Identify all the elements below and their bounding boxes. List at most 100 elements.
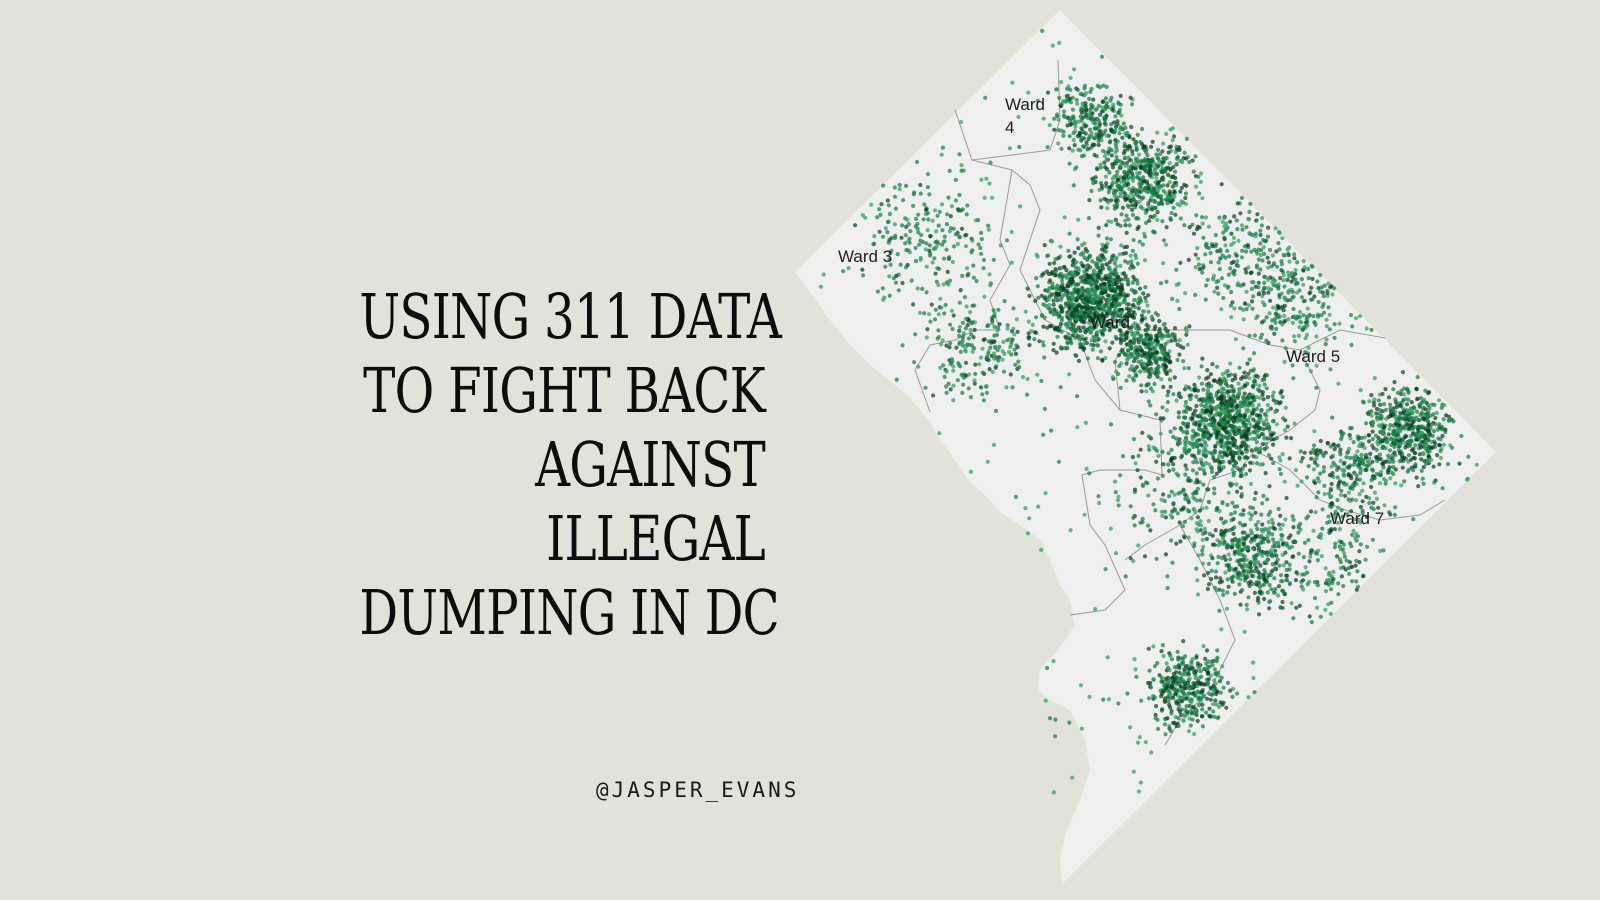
- report-point: [879, 202, 884, 207]
- report-point: [1190, 417, 1195, 422]
- report-point: [1169, 657, 1174, 662]
- report-point: [1229, 384, 1234, 389]
- report-point: [1318, 471, 1323, 476]
- report-point: [1184, 332, 1189, 337]
- report-point: [1034, 276, 1039, 281]
- report-point: [1129, 345, 1134, 350]
- report-point: [1409, 448, 1415, 453]
- report-point: [1219, 420, 1224, 425]
- report-point: [1157, 159, 1162, 164]
- report-point: [1215, 648, 1220, 653]
- report-point: [933, 246, 938, 251]
- report-point: [987, 367, 992, 372]
- report-point: [1184, 183, 1189, 188]
- report-point: [1126, 176, 1131, 181]
- report-point: [1408, 434, 1413, 439]
- report-point: [990, 321, 995, 326]
- report-point: [1161, 653, 1166, 659]
- report-point: [1092, 305, 1097, 311]
- report-point: [1118, 93, 1123, 98]
- report-point: [1234, 218, 1239, 223]
- report-point: [1107, 260, 1112, 265]
- report-point: [1266, 424, 1271, 429]
- report-point: [1118, 102, 1123, 107]
- report-point: [1194, 394, 1199, 399]
- report-point: [1074, 86, 1079, 91]
- report-point: [1280, 522, 1285, 528]
- report-point: [1093, 121, 1098, 126]
- report-point: [1167, 468, 1172, 473]
- report-point: [1119, 282, 1124, 287]
- report-point: [1171, 695, 1176, 700]
- report-point: [1197, 267, 1202, 272]
- report-point: [1405, 402, 1410, 407]
- report-point: [1205, 430, 1210, 435]
- report-point: [1236, 263, 1241, 269]
- report-point: [1154, 459, 1159, 464]
- report-point: [1254, 579, 1259, 585]
- report-point: [1211, 683, 1216, 688]
- report-point: [1039, 313, 1044, 319]
- report-point: [928, 253, 933, 258]
- report-point: [1191, 231, 1197, 236]
- report-point: [1164, 155, 1169, 160]
- report-point: [1083, 277, 1088, 282]
- report-point: [1255, 387, 1261, 392]
- report-point: [1186, 366, 1191, 371]
- report-point: [1338, 493, 1344, 498]
- report-point: [1073, 269, 1078, 274]
- report-point: [1196, 553, 1201, 558]
- report-point: [885, 198, 891, 203]
- report-point: [1371, 500, 1376, 505]
- report-point: [1133, 372, 1138, 378]
- report-point: [1192, 388, 1197, 393]
- report-point: [1366, 439, 1372, 444]
- report-point: [1045, 253, 1050, 258]
- report-point: [1076, 266, 1081, 271]
- report-point: [1151, 171, 1156, 176]
- report-point: [1064, 314, 1069, 319]
- report-point: [1077, 132, 1082, 137]
- report-point: [1235, 542, 1240, 547]
- report-point: [1096, 233, 1101, 238]
- report-point: [1196, 448, 1202, 453]
- report-point: [1076, 119, 1081, 124]
- report-point: [1226, 272, 1231, 277]
- report-point: [1084, 108, 1089, 113]
- report-point: [1205, 671, 1211, 677]
- report-point: [913, 332, 918, 337]
- report-point: [1236, 570, 1241, 575]
- report-point: [898, 262, 903, 267]
- report-point: [1130, 280, 1135, 285]
- report-point: [981, 266, 986, 271]
- report-point: [1002, 351, 1007, 356]
- report-point: [1408, 423, 1413, 428]
- report-point: [1247, 395, 1252, 401]
- report-point: [935, 266, 940, 271]
- report-point: [993, 345, 998, 351]
- report-point: [1402, 392, 1407, 397]
- report-point: [1112, 203, 1117, 208]
- report-point: [1249, 569, 1254, 574]
- report-point: [1179, 199, 1184, 204]
- report-point: [1254, 395, 1259, 400]
- report-point: [1128, 95, 1133, 100]
- report-point: [1181, 660, 1186, 665]
- report-point: [1203, 243, 1208, 248]
- report-point: [1148, 214, 1153, 219]
- report-point: [900, 223, 905, 228]
- report-point: [1162, 509, 1168, 514]
- report-point: [1146, 696, 1151, 701]
- report-point: [871, 242, 876, 247]
- report-point: [1114, 160, 1119, 166]
- report-point: [1240, 451, 1245, 456]
- report-point: [1370, 468, 1376, 473]
- report-point: [1216, 278, 1221, 284]
- report-point: [932, 317, 938, 322]
- report-point: [1039, 293, 1044, 298]
- report-point: [1182, 415, 1187, 420]
- report-point: [1201, 263, 1206, 268]
- report-point: [1183, 664, 1188, 669]
- report-point: [1244, 575, 1249, 580]
- report-point: [1075, 237, 1080, 242]
